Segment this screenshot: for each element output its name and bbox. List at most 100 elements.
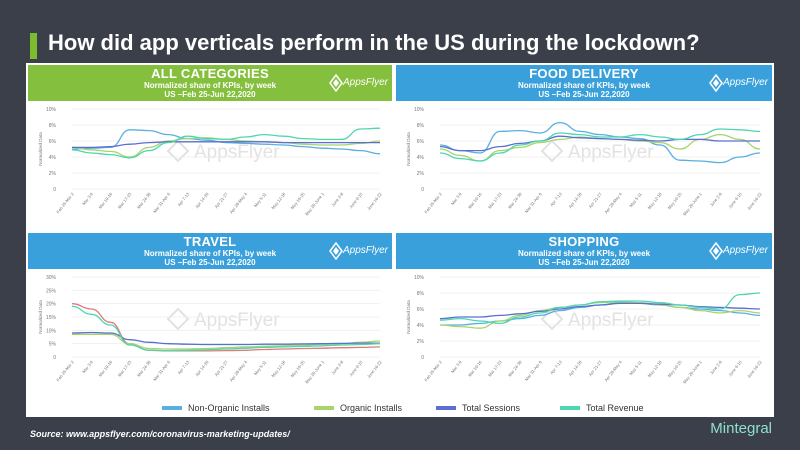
- appsflyer-logo-icon: [329, 242, 343, 260]
- y-tick-label: 10%: [46, 328, 57, 334]
- x-tick-label: Apr 14-20: [194, 191, 210, 209]
- appsflyer-logo-icon: [329, 74, 343, 92]
- y-tick-label: 6%: [417, 139, 425, 145]
- series-line-total-revenue: [439, 292, 761, 325]
- panel-date-range: US –Feb 25-Jun 22,2020: [538, 258, 630, 267]
- legend-item-total-sessions: Total Sessions: [436, 403, 520, 413]
- x-tick-label: May 19-25: [290, 359, 307, 378]
- watermark-text: AppsFlyer: [568, 310, 654, 331]
- panel-subtitle: Normalized share of KPIs, by week: [143, 249, 277, 258]
- y-tick-label: 6%: [49, 139, 57, 145]
- chart-legend: Non-Organic Installs Organic Installs To…: [26, 399, 774, 417]
- page-title: How did app verticals perform in the US …: [48, 30, 700, 55]
- appsflyer-logo-icon: [709, 74, 723, 92]
- watermark-icon: [540, 139, 564, 163]
- series-line-organic-installs: [72, 333, 381, 350]
- x-tick-label: Mar 17-23: [487, 359, 503, 378]
- y-axis-label: Normalized Data: [38, 132, 43, 166]
- appsflyer-logo-text: AppsFlyer: [723, 77, 769, 88]
- y-tick-label: 2%: [49, 171, 57, 177]
- panel-subtitle: Normalized share of KPIs, by week: [517, 81, 651, 90]
- appsflyer-logo-text: AppsFlyer: [343, 77, 389, 88]
- series-line-non-organic-installs: [71, 129, 381, 155]
- legend-swatch: [560, 405, 580, 410]
- panel-travel: TRAVEL Normalized share of KPIs, by week…: [28, 233, 392, 399]
- x-tick-label: Mar 3-9: [450, 359, 463, 374]
- x-tick-label: June 2-8: [709, 359, 723, 375]
- chart-all-categories: AppsFlyer 0 2% 4% 6% 8% 10% Normalized Data Feb …: [38, 107, 383, 216]
- x-tick-label: Feb 25-Mar 2: [55, 359, 75, 382]
- x-tick-label: Apr 28-May 4: [229, 359, 249, 382]
- y-tick-label: 25%: [46, 288, 57, 294]
- x-tick-label: Mar 31-Apr 6: [524, 359, 543, 382]
- y-axis-label: Normalized Data: [406, 300, 411, 334]
- x-tick-label: June 16-22: [366, 359, 383, 379]
- x-tick-label: May 26-June 1: [304, 191, 325, 216]
- y-tick-label: 8%: [49, 123, 57, 129]
- legend-label: Organic Installs: [340, 403, 403, 413]
- x-tick-label: Apr 28-May 4: [229, 191, 249, 214]
- chart-food-delivery: AppsFlyer 0 2% 4% 6% 8% 10% Normalized Data Feb …: [406, 107, 763, 216]
- y-tick-label: 6%: [417, 307, 425, 313]
- x-tick-label: June 2-8: [330, 191, 344, 207]
- y-tick-label: 0: [421, 355, 424, 361]
- x-tick-label: May 19-25: [290, 191, 307, 210]
- appsflyer-logo-text: AppsFlyer: [723, 245, 769, 256]
- charts-frame: ALL CATEGORIES Normalized share of KPIs,…: [26, 63, 774, 417]
- appsflyer-logo: AppsFlyer: [329, 72, 388, 94]
- appsflyer-watermark: AppsFlyer: [540, 307, 654, 331]
- title-accent-bar: [30, 33, 37, 59]
- x-tick-label: Mar 24-30: [136, 359, 152, 378]
- y-tick-label: 0: [53, 355, 56, 361]
- appsflyer-watermark: AppsFlyer: [166, 139, 280, 163]
- x-tick-label: May 5-11: [253, 359, 268, 376]
- x-tick-label: May 12-18: [270, 359, 287, 378]
- legend-item-total-revenue: Total Revenue: [560, 403, 644, 413]
- x-tick-label: Mar 17-23: [117, 191, 133, 210]
- legend-item-non-organic-installs: Non-Organic Installs: [162, 403, 270, 413]
- x-tick-label: June 16-22: [746, 359, 763, 379]
- x-tick-label: Mar 24-30: [507, 359, 523, 378]
- watermark-icon: [540, 307, 564, 331]
- x-tick-label: Apr 28-May 4: [603, 191, 623, 214]
- y-tick-label: 4%: [417, 155, 425, 161]
- appsflyer-watermark: AppsFlyer: [540, 139, 654, 163]
- y-tick-label: 5%: [49, 342, 57, 348]
- x-tick-label: May 26-June 1: [304, 359, 325, 384]
- legend-label: Non-Organic Installs: [188, 403, 270, 413]
- x-tick-label: Mar 17-23: [117, 359, 133, 378]
- appsflyer-logo: AppsFlyer: [709, 72, 768, 94]
- x-tick-label: Mar 10-16: [467, 191, 483, 210]
- watermark-text: AppsFlyer: [568, 142, 654, 163]
- panel-title: FOOD DELIVERY: [529, 66, 639, 81]
- source-note: Source: www.appsflyer.com/coronavirus-ma…: [30, 429, 290, 439]
- y-tick-label: 2%: [417, 339, 425, 345]
- x-tick-label: Mar 3-9: [81, 359, 94, 374]
- appsflyer-logo: AppsFlyer: [329, 240, 388, 262]
- x-tick-label: June 9-15: [727, 359, 743, 377]
- x-tick-label: May 5-11: [253, 191, 268, 208]
- panel-header: ALL CATEGORIES Normalized share of KPIs,…: [28, 65, 392, 101]
- panel-title: SHOPPING: [548, 234, 620, 249]
- series-line-total-sessions: [72, 141, 380, 149]
- appsflyer-logo: AppsFlyer: [709, 240, 768, 262]
- legend-label: Total Sessions: [462, 403, 521, 413]
- x-tick-label: Apr 14-20: [568, 359, 584, 377]
- legend-item-organic-installs: Organic Installs: [314, 403, 402, 413]
- y-tick-label: 10%: [414, 275, 425, 281]
- x-tick-label: May 19-25: [667, 191, 684, 210]
- series-line-total-sessions: [71, 331, 380, 346]
- series-line-total-sessions: [439, 135, 760, 152]
- x-tick-label: June 9-15: [348, 359, 364, 377]
- panel-food-delivery: FOOD DELIVERY Normalized share of KPIs, …: [396, 65, 772, 231]
- x-tick-label: May 12-18: [647, 359, 664, 378]
- series-line-total-revenue: [71, 305, 381, 352]
- watermark-text: AppsFlyer: [194, 310, 280, 331]
- x-tick-label: Mar 24-30: [136, 191, 152, 210]
- series-line-total-revenue: [71, 127, 381, 159]
- x-tick-label: May 26-June 1: [682, 191, 703, 216]
- x-tick-label: Apr 28-May 4: [603, 359, 623, 382]
- x-tick-label: Apr 21-27: [588, 359, 604, 377]
- x-tick-label: Mar 24-30: [507, 191, 523, 210]
- x-tick-label: June 16-22: [746, 191, 763, 211]
